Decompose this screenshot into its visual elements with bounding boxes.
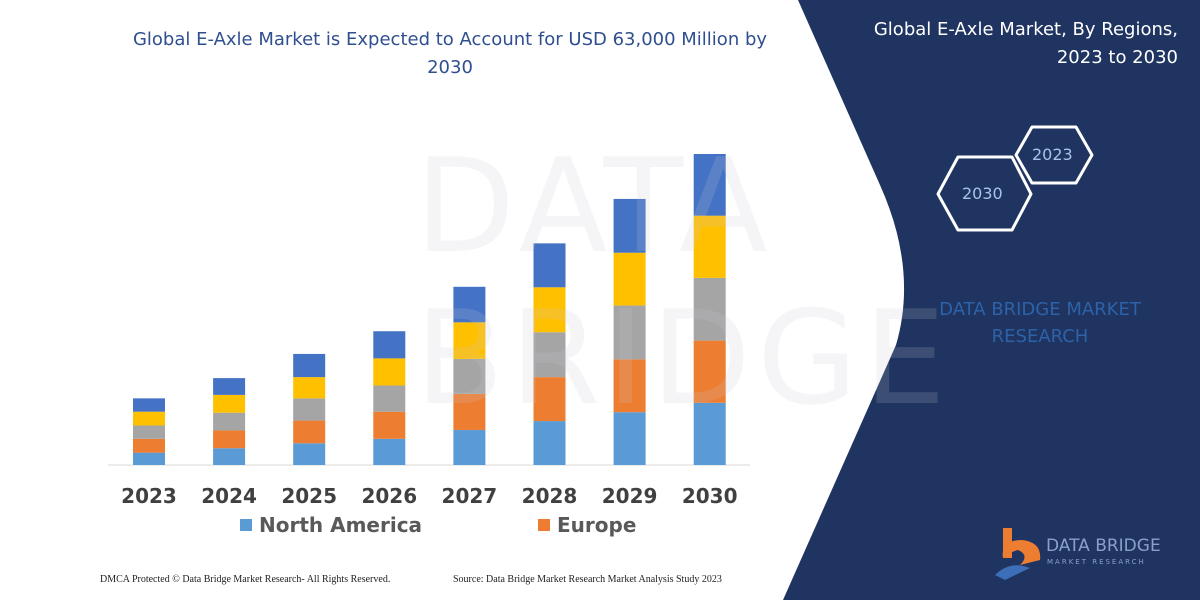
hex-label-2023: 2023 [1032,145,1073,164]
bar-segment-2029-series-4 [613,252,646,306]
x-tick-label: 2027 [441,484,498,508]
bar-segment-2026-series-5 [373,331,406,359]
legend-label: Europe [557,513,637,537]
legend-swatch [538,519,550,531]
bar-segment-2025-europe [293,420,326,444]
bar-segment-2025-series-5 [293,353,326,378]
watermark: DATA BRIDGE [415,130,952,434]
bar-segment-2024-series-4 [213,394,246,413]
logo-subtext: MARKET RESEARCH [1047,558,1146,566]
legend-item-europe: Europe [538,513,636,537]
bar-segment-2029-north-america [613,412,646,465]
x-tick-label: 2024 [201,484,257,508]
side-title-line1: Global E-Axle Market, By Regions, [873,19,1178,40]
bar-segment-2029-europe [613,359,646,413]
hex-label-2030: 2030 [962,184,1003,203]
logo-text: DATA BRIDGE [1046,536,1161,556]
bar-segment-2023-north-america [133,452,165,465]
bar-segment-2023-europe [133,438,165,453]
hexagon-2030 [936,155,1033,232]
bar-segment-2030-series-5 [693,154,726,216]
bar-segment-2030-series-4 [693,215,726,278]
legend-item-north-america: North America [240,513,422,537]
bar-segment-2028-series-3 [533,332,566,378]
bar-segment-2023-series-3 [133,425,165,439]
x-tick-label: 2026 [361,484,418,508]
bar-segment-2030-series-3 [693,277,726,341]
bar-segment-2027-europe [453,393,486,430]
bar-segment-2026-europe [373,411,406,439]
bar-segment-2025-series-4 [293,377,326,399]
bar-segment-2029-series-5 [613,198,646,253]
bar-segment-2027-series-3 [453,358,486,394]
bar-segment-2028-series-4 [533,287,566,333]
bar-segment-2030-north-america [693,402,726,465]
legend-swatch [240,519,252,531]
bar-segment-2029-series-3 [613,305,646,360]
bar-segment-2024-north-america [213,448,246,465]
x-tick-label: 2023 [121,484,177,508]
bar-segment-2025-north-america [293,443,326,465]
bar-segment-2025-series-3 [293,398,326,421]
x-tick-label: 2028 [521,484,578,508]
side-panel [783,0,1200,600]
bar-segment-2026-series-4 [373,358,406,386]
bar-segment-2028-europe [533,377,566,422]
bar-segment-2024-series-5 [213,378,246,395]
hexagon-2023 [1014,125,1094,185]
bar-segment-2023-series-5 [133,398,165,412]
chart-title: Global E-Axle Market is Expected to Acco… [132,29,768,78]
brand-text: DATA BRIDGE MARKET RESEARCH [920,296,1160,350]
bar-segment-2023-series-4 [133,411,165,426]
bar-segment-2028-north-america [533,421,566,465]
bar-segment-2026-series-3 [373,385,406,412]
bar-segment-2028-series-5 [533,243,566,288]
logo-icon [995,528,1041,580]
x-tick-label: 2030 [681,484,738,508]
bar-segment-2027-series-4 [453,322,486,359]
side-title-line2: 2023 to 2030 [1056,47,1178,68]
brand-line1: DATA BRIDGE MARKET [939,299,1141,320]
bar-segment-2024-europe [213,430,246,449]
bar-segment-2027-north-america [453,429,486,465]
footer-copyright: DMCA Protected © Data Bridge Market Rese… [100,574,391,585]
bar-segment-2026-north-america [373,438,406,465]
brand-line2: RESEARCH [991,326,1089,347]
legend-label: North America [259,513,423,537]
x-tick-label: 2025 [281,484,338,508]
footer-source: Source: Data Bridge Market Research Mark… [453,574,722,585]
side-panel-title: Global E-Axle Market, By Regions, 2023 t… [818,16,1178,72]
x-tick-label: 2029 [601,484,658,508]
bar-segment-2030-europe [693,340,726,403]
bar-segment-2027-series-5 [453,286,486,323]
bar-segment-2024-series-3 [213,412,246,431]
